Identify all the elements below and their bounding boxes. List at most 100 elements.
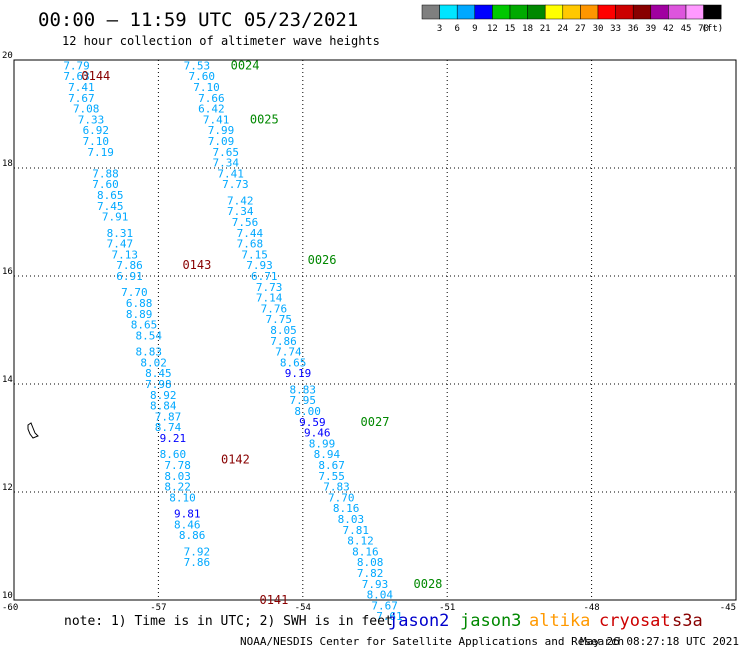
swh-value-label: 8.08 [357,556,384,569]
gridlines [14,60,736,600]
color-scale-swatch [544,4,564,20]
swh-value-label: 8.94 [314,448,341,461]
swh-value-label: 7.67 [68,92,95,105]
color-scale-label: 3 [437,24,442,34]
footer: note: 1) Time is in UTC; 2) SWH is in fe… [64,611,739,648]
swh-value-label: 8.10 [169,491,196,504]
pass-label: 0142 [221,453,250,467]
color-scale-swatch [439,4,458,20]
plot-frame [13,59,737,601]
x-tick-label: -57 [150,603,166,613]
swh-value-label: 8.22 [164,481,191,494]
swh-value-label: 7.47 [107,238,134,251]
mission-label: s3a [672,611,703,631]
swh-value-label: 6.71 [251,270,278,283]
swh-value-label: 7.79 [63,59,90,72]
coastline-island [27,422,39,439]
mission-label: jason3 [460,611,521,631]
color-scale-swatch [632,4,652,20]
swh-value-label: 7.41 [203,113,230,126]
swh-value-label: 8.54 [136,329,163,342]
swh-value-label: 8.00 [294,405,321,418]
swh-value-label: 8.03 [338,513,365,526]
color-scale-label: 42 [663,24,674,34]
swh-value-label: 7.86 [116,259,143,272]
swh-value-label: 7.92 [184,545,211,558]
swh-value-label: 7.81 [342,524,369,537]
color-scale-swatch [527,4,546,20]
swh-value-label: 8.04 [367,589,394,602]
color-scale-swatch [685,4,704,20]
swh-value-label: 7.86 [184,556,211,569]
swh-value-label: 7.78 [164,459,191,472]
swh-value-label: 8.99 [309,437,336,450]
swh-value-label: 7.99 [208,124,235,137]
swh-value-label: 6.88 [126,297,153,310]
swh-value-label: 7.68 [237,238,264,251]
swh-values: 7.797.637.417.677.087.336.927.107.197.88… [63,59,402,623]
color-scale-label: 12 [487,24,498,34]
swh-value-label: 7.93 [362,578,389,591]
color-scale-swatch [562,4,581,20]
swh-value-label: 7.10 [193,81,220,94]
color-scale-label: 30 [593,24,604,34]
swh-value-label: 9.19 [285,367,312,380]
axis-ticks: -60 -57 -54 -51 -48 -45 10 12 14 16 18 20 [2,51,736,613]
swh-value-label: 7.86 [270,335,297,348]
swh-value-label: 8.65 [97,189,124,202]
mission-label: jason2 [388,611,449,631]
swh-value-label: 7.53 [184,59,211,72]
color-scale-swatch [509,4,528,20]
swh-value-label: 6.91 [116,270,143,283]
chart-title: 00:00 – 11:59 UTC 05/23/2021 [38,9,358,31]
swh-value-label: 7.34 [227,205,254,218]
swh-value-label: 8.16 [352,545,379,558]
swh-value-label: 8.12 [347,535,374,548]
color-scale-swatch [421,4,440,20]
pass-labels: 0144 0143 0142 0141 0024 0025 0026 0027 0028 [81,58,442,607]
color-scale-label: 9 [472,24,477,34]
swh-value-label: 7.63 [63,70,90,83]
color-scale-swatch [597,4,616,20]
color-scale-swatch [703,4,722,20]
swh-value-label: 7.60 [92,178,119,191]
color-scale-swatch [456,4,476,20]
swh-value-label: 8.31 [107,227,134,240]
color-scale-swatch [650,4,669,20]
x-tick-label: -45 [720,603,736,613]
pass-label: 0141 [259,593,288,607]
swh-value-label: 7.66 [198,92,225,105]
swh-value-label: 7.09 [208,135,235,148]
x-tick-label: -60 [2,603,18,613]
swh-value-label: 7.60 [188,70,215,83]
swh-value-label: 7.15 [241,248,268,261]
swh-value-label: 7.55 [318,470,345,483]
mission-label: altika [529,611,590,631]
swh-value-label: 8.74 [155,421,182,434]
color-scale-label: 18 [522,24,533,34]
pass-label: 0027 [361,415,390,429]
swh-value-label: 7.83 [323,481,350,494]
swh-value-label: 9.59 [299,416,326,429]
color-scale-label: 70 [698,24,709,34]
swh-value-label: 8.02 [140,356,167,369]
color-scale-swatch [580,4,599,20]
swh-value-label: 8.03 [164,470,191,483]
y-tick-label: 12 [2,483,13,493]
swh-value-label: 7.73 [256,281,283,294]
swh-value-label: 7.87 [155,410,182,423]
swh-value-label: 9.81 [174,508,201,521]
color-scale-swatch [492,4,511,20]
x-tick-label: -54 [295,603,311,613]
swh-value-label: 7.08 [73,103,100,116]
footer-timestamp: May 26 08:27:18 UTC 2021 [580,635,739,648]
swh-value-label: 9.46 [304,427,331,440]
x-tick-label: -51 [439,603,455,613]
swh-value-label: 8.45 [145,367,172,380]
swh-value-label: 7.98 [145,378,172,391]
y-tick-label: 10 [2,591,13,601]
swh-value-label: 7.44 [237,227,264,240]
footer-note: note: 1) Time is in UTC; 2) SWH is in fe… [64,614,393,629]
swh-value-label: 7.61 [376,610,403,623]
